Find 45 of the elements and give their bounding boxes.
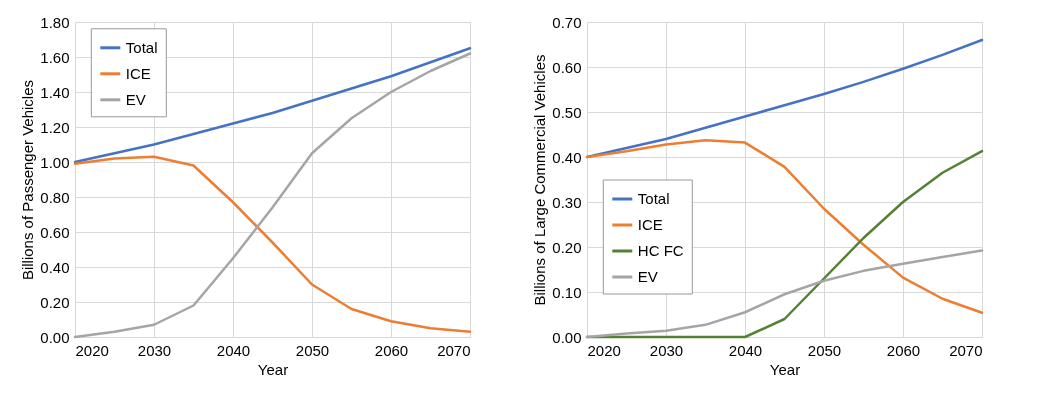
legend-label: Total (125, 38, 158, 56)
y-tick-label: 1.60 (40, 48, 70, 66)
x-axis-title: Year (769, 360, 801, 378)
x-tick-label: 2070 (437, 341, 471, 359)
x-tick-label: 2040 (728, 341, 763, 359)
line-series (73, 155, 472, 333)
y-tick-label: 0.30 (552, 193, 582, 211)
y-axis-title: Billions of Large Commercial Vehicles (531, 54, 549, 306)
line-series (73, 52, 472, 339)
y-tick-label: 0.60 (552, 58, 582, 76)
line-series (585, 139, 984, 314)
x-tick-label: 2030 (137, 341, 172, 359)
x-tick-label: 2060 (886, 341, 921, 359)
y-tick-label: 0.10 (552, 283, 582, 301)
y-tick-label: 0.00 (40, 328, 70, 346)
legend-label: EV (637, 268, 658, 285)
y-tick-label: 0.50 (552, 103, 582, 121)
y-axis-title: Billions of Passenger Vehicles (19, 79, 37, 281)
y-tick-label: 0.40 (40, 258, 70, 276)
x-tick-label: 2020 (587, 341, 621, 359)
x-tick-label: 2030 (649, 341, 684, 359)
y-tick-label: 0.20 (552, 238, 582, 256)
y-tick-label: 1.20 (40, 118, 70, 136)
legend-label: ICE (637, 216, 663, 233)
y-tick-label: 1.00 (40, 153, 70, 171)
y-tick-label: 0.00 (552, 328, 582, 346)
x-tick-label: 2020 (75, 341, 109, 359)
x-tick-label: 2060 (374, 341, 409, 359)
y-tick-label: 0.40 (552, 148, 582, 166)
y-tick-label: 0.80 (40, 188, 70, 206)
x-tick-label: 2070 (949, 341, 983, 359)
x-tick-label: 2050 (295, 341, 330, 359)
y-tick-label: 1.40 (40, 83, 70, 101)
legend-label: ICE (125, 64, 151, 82)
legend-label: HC FC (637, 242, 684, 259)
y-tick-label: 0.20 (40, 293, 70, 311)
legend-label: Total (637, 190, 670, 207)
y-tick-label: 1.80 (40, 13, 70, 31)
x-axis-title: Year (257, 360, 289, 378)
legend-label: EV (125, 90, 146, 108)
y-tick-label: 0.70 (552, 13, 582, 31)
x-tick-label: 2050 (807, 341, 842, 359)
x-tick-label: 2040 (216, 341, 251, 359)
y-tick-label: 0.60 (40, 223, 70, 241)
line-series (585, 38, 984, 159)
